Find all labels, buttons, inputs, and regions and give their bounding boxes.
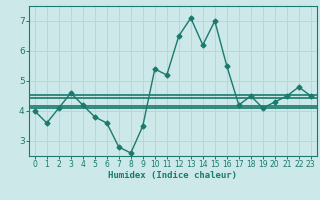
X-axis label: Humidex (Indice chaleur): Humidex (Indice chaleur) bbox=[108, 171, 237, 180]
